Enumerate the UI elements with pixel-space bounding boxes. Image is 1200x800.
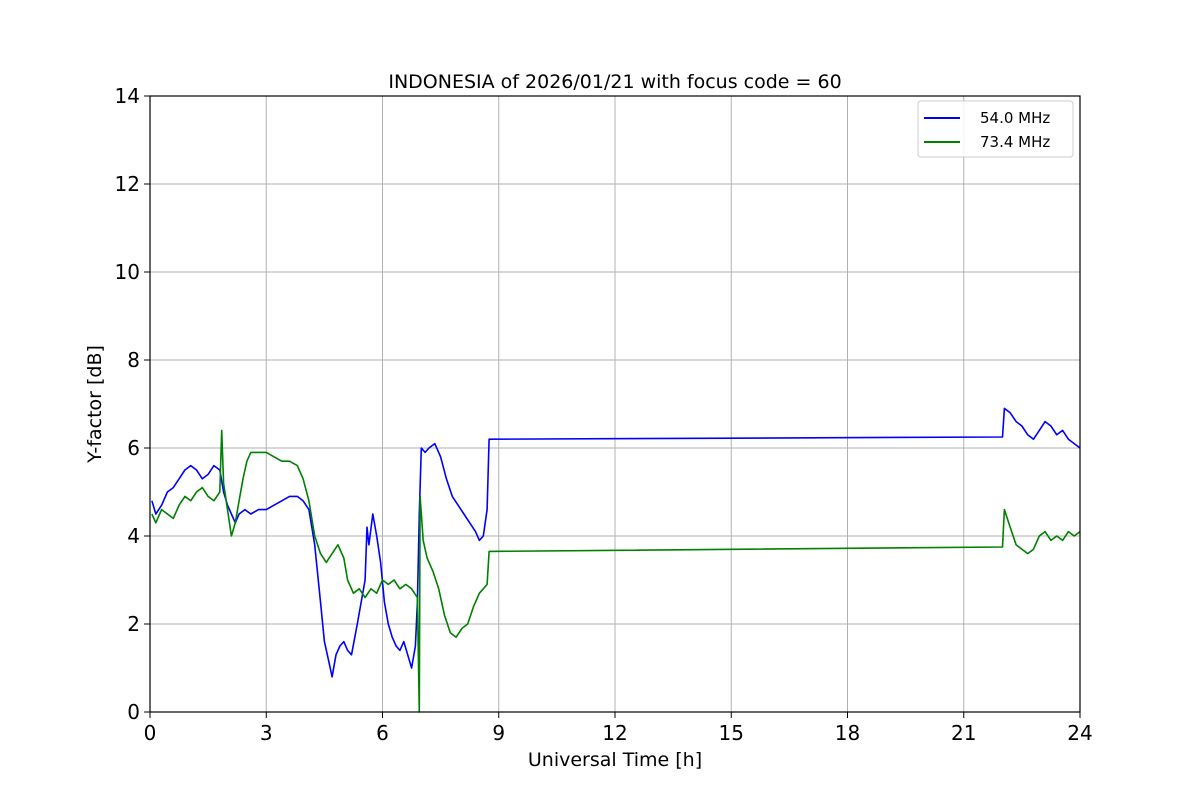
x-axis: 0 3 6 9 12 15 18 21 24 <box>144 712 1093 745</box>
legend: 54.0 MHz 73.4 MHz <box>917 100 1074 158</box>
y-axis: 0 2 4 6 8 10 12 14 <box>115 84 150 724</box>
x-tick-label: 12 <box>602 721 627 745</box>
x-tick-label: 3 <box>260 721 273 745</box>
x-tick-label: 0 <box>144 721 157 745</box>
y-tick-label: 0 <box>127 700 140 724</box>
y-axis-label: Y-factor [dB] <box>84 345 106 464</box>
y-tick-label: 10 <box>115 260 140 284</box>
x-tick-label: 21 <box>951 721 976 745</box>
x-tick-label: 24 <box>1067 721 1092 745</box>
legend-label: 54.0 MHz <box>980 109 1050 127</box>
series-layer <box>151 407 1081 713</box>
y-tick-label: 6 <box>127 436 140 460</box>
x-tick-label: 9 <box>492 721 505 745</box>
series-line-54-0-mhz <box>151 407 1081 678</box>
chart-title: INDONESIA of 2026/01/21 with focus code … <box>388 71 841 93</box>
x-tick-label: 18 <box>835 721 860 745</box>
legend-label: 73.4 MHz <box>980 133 1050 151</box>
x-axis-label: Universal Time [h] <box>528 749 702 771</box>
gridlines <box>149 95 1081 713</box>
y-tick-label: 12 <box>115 172 140 196</box>
x-tick-label: 15 <box>719 721 744 745</box>
y-tick-label: 4 <box>127 524 140 548</box>
y-tick-label: 8 <box>127 348 140 372</box>
y-tick-label: 14 <box>115 84 140 108</box>
x-tick-label: 6 <box>376 721 389 745</box>
y-tick-label: 2 <box>127 612 140 636</box>
series-line-73-4-mhz <box>151 429 1081 713</box>
